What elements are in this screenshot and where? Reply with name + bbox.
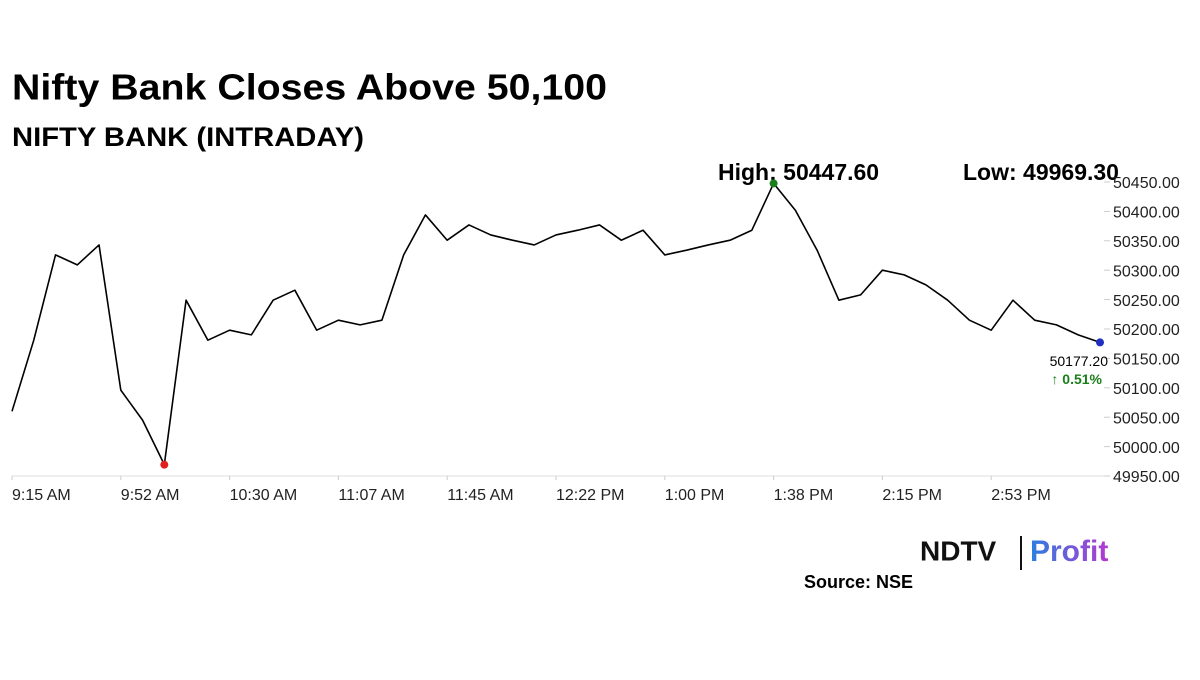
y-tick-label: 50400.00 [1113,205,1180,222]
x-tick-label: 11:07 AM [338,487,404,504]
change-label: ↑ 0.51% [1051,371,1102,387]
x-tick-label: 9:15 AM [12,487,71,504]
x-tick-label: 1:38 PM [774,487,834,504]
x-tick-label: 11:45 AM [447,487,513,504]
x-tick-label: 12:22 PM [556,487,624,504]
x-tick-label: 1:00 PM [665,487,725,504]
y-tick-label: 50300.00 [1113,263,1180,280]
source: Source: NSE [804,572,913,592]
last-value-label: 50177.20 [1050,353,1109,369]
y-tick-label: 50000.00 [1113,440,1180,457]
low-marker [160,460,169,469]
high-annotation: High: 50447.60 [718,159,879,185]
chart-subtitle: NIFTY BANK (INTRADAY) [12,122,364,152]
x-tick-label: 10:30 AM [230,487,298,504]
x-tick-label: 2:53 PM [991,487,1051,504]
high-marker [769,179,778,188]
last-marker [1096,338,1104,347]
y-tick-label: 50200.00 [1113,322,1180,339]
y-tick-label: 49950.00 [1113,469,1180,486]
y-tick-label: 50150.00 [1113,352,1180,369]
logo-right: Profit [1030,535,1108,568]
x-tick-label: 9:52 AM [121,487,180,504]
y-tick-label: 50250.00 [1113,293,1180,310]
y-tick-label: 50100.00 [1113,381,1180,398]
y-tick-label: 50350.00 [1113,234,1180,251]
chart-title: Nifty Bank Closes Above 50,100 [12,67,607,108]
y-tick-label: 50450.00 [1113,175,1180,192]
x-tick-label: 2:15 PM [882,487,942,504]
price-line [11,182,1101,466]
low-annotation: Low: 49969.30 [963,159,1119,185]
y-tick-label: 50050.00 [1113,410,1180,427]
logo-left: NDTV [920,535,997,566]
